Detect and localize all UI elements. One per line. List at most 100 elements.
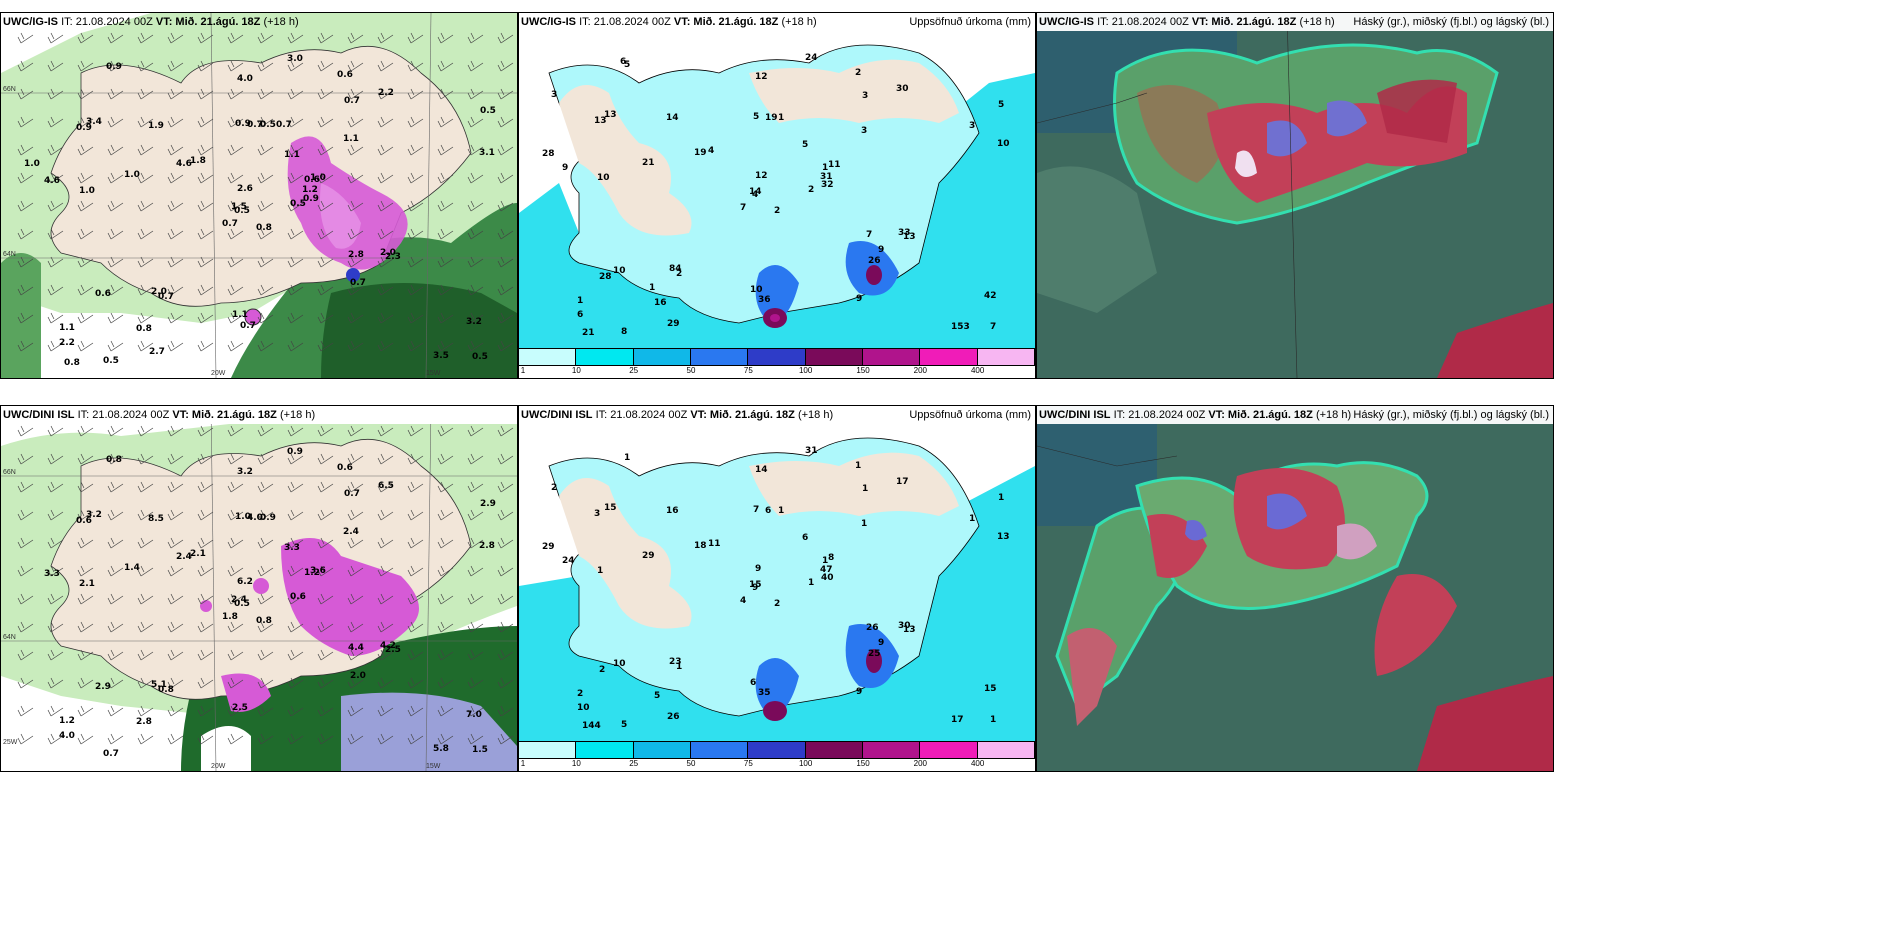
wind-barb: [467, 256, 484, 268]
precip-value: 3: [862, 91, 868, 101]
wind-barb: [77, 453, 94, 465]
wind-barb: [227, 537, 244, 549]
wind-barb: [437, 340, 454, 352]
precip-value: 0.9: [106, 62, 122, 72]
wind-barb: [167, 733, 184, 745]
wind-barb: [377, 116, 394, 128]
wind-barb: [17, 621, 34, 633]
precip-value: 6: [620, 57, 626, 67]
precip-value: 13: [903, 625, 916, 635]
precip-value: 1.1: [343, 134, 359, 144]
wind-barb: [137, 340, 154, 352]
precip-value: 1: [855, 461, 861, 471]
wind-barb: [437, 256, 454, 268]
wind-barb: [497, 425, 514, 437]
wind-barb: [47, 621, 64, 633]
precip-value: 0.8: [158, 685, 174, 695]
precip-value: 84: [669, 264, 682, 274]
wind-barb: [287, 200, 304, 212]
init-time: IT: 21.08.2024 00Z: [1113, 409, 1206, 421]
wind-barb: [347, 593, 364, 605]
wind-barb: [317, 116, 334, 128]
wind-barb: [107, 228, 124, 240]
wind-barb: [107, 649, 124, 661]
wind-barb: [47, 200, 64, 212]
wind-barb: [227, 453, 244, 465]
wind-barb: [197, 60, 214, 72]
precip-value: 5: [624, 60, 630, 70]
colorbar-swatch: [633, 348, 691, 366]
wind-barb: [17, 453, 34, 465]
wind-barb: [107, 60, 124, 72]
model-name: UWC/IG-IS: [3, 16, 58, 28]
precip-value: 2.0: [151, 287, 167, 297]
wind-barb: [407, 733, 424, 745]
wind-barb: [347, 621, 364, 633]
wind-barb: [257, 60, 274, 72]
wind-barb: [77, 621, 94, 633]
wind-barb: [287, 312, 304, 324]
wind-barb: [407, 537, 424, 549]
precip-value: 31: [820, 172, 833, 182]
wind-barb: [197, 200, 214, 212]
precip-value: 4.2: [380, 641, 396, 651]
grid-label-25w: 25W: [3, 739, 18, 746]
wind-barb: [107, 340, 124, 352]
wind-barb: [257, 425, 274, 437]
precip-value: 29: [542, 542, 555, 552]
wind-barb: [47, 677, 64, 689]
wind-barb: [347, 537, 364, 549]
wind-barb: [437, 649, 454, 661]
wind-barb: [227, 481, 244, 493]
precip-value: 2.4: [176, 552, 192, 562]
wind-barb: [227, 705, 244, 717]
wind-barb: [227, 733, 244, 745]
wind-barb: [47, 733, 64, 745]
colorbar-swatch: [691, 348, 749, 366]
precip-value: 3.6: [310, 566, 326, 576]
panel-header: UWC/IG-IS IT: 21.08.2024 00Z VT: Mið. 21…: [1037, 13, 1553, 31]
wind-barb: [77, 593, 94, 605]
wind-barb: [227, 340, 244, 352]
init-time: IT: 21.08.2024 00Z: [61, 16, 153, 28]
precip-value: 0.7: [344, 489, 360, 499]
lead-time: (+18 h): [797, 409, 834, 421]
wind-barb: [47, 312, 64, 324]
wind-barb: [17, 284, 34, 296]
wind-barb: [317, 312, 334, 324]
precip-value: 3.3: [284, 543, 300, 553]
panel-dini-wind-precip: 66N 64N 25W 20W 15W 0.8 0.6 0.5 1.2 1.2 0.8 0.…: [0, 405, 518, 772]
wind-barb: [257, 453, 274, 465]
wind-barb: [107, 621, 124, 633]
grid-label-66n: 66N: [3, 469, 16, 476]
precip-value: 4.0: [237, 74, 253, 84]
precip-value: 3: [969, 121, 975, 131]
wind-barb: [287, 88, 304, 100]
wind-barb: [467, 425, 484, 437]
wind-barb: [227, 621, 244, 633]
precip-value: 2.1: [79, 579, 95, 589]
precip-value: 1.9: [148, 121, 164, 131]
wind-barb: [287, 733, 304, 745]
precip-value: 2.9: [480, 499, 496, 509]
wind-barb: [137, 116, 154, 128]
wind-barb: [167, 284, 184, 296]
precip-value: 5: [998, 100, 1004, 110]
wind-barb: [227, 88, 244, 100]
precip-value: 4: [740, 596, 746, 606]
wind-barb: [407, 172, 424, 184]
wind-barb: [167, 649, 184, 661]
wind-barb: [167, 593, 184, 605]
wind-barb: [407, 705, 424, 717]
precip-value: 3.4: [86, 117, 102, 127]
wind-barb: [287, 705, 304, 717]
wind-barb: [437, 425, 454, 437]
wind-barb: [497, 565, 514, 577]
wind-barb: [497, 733, 514, 745]
wind-barb: [437, 621, 454, 633]
wind-barb: [227, 228, 244, 240]
wind-barb: [167, 256, 184, 268]
precip-value: 4.6: [44, 176, 60, 186]
colorbar-swatch: [519, 741, 577, 759]
precip-value: 3: [551, 90, 557, 100]
